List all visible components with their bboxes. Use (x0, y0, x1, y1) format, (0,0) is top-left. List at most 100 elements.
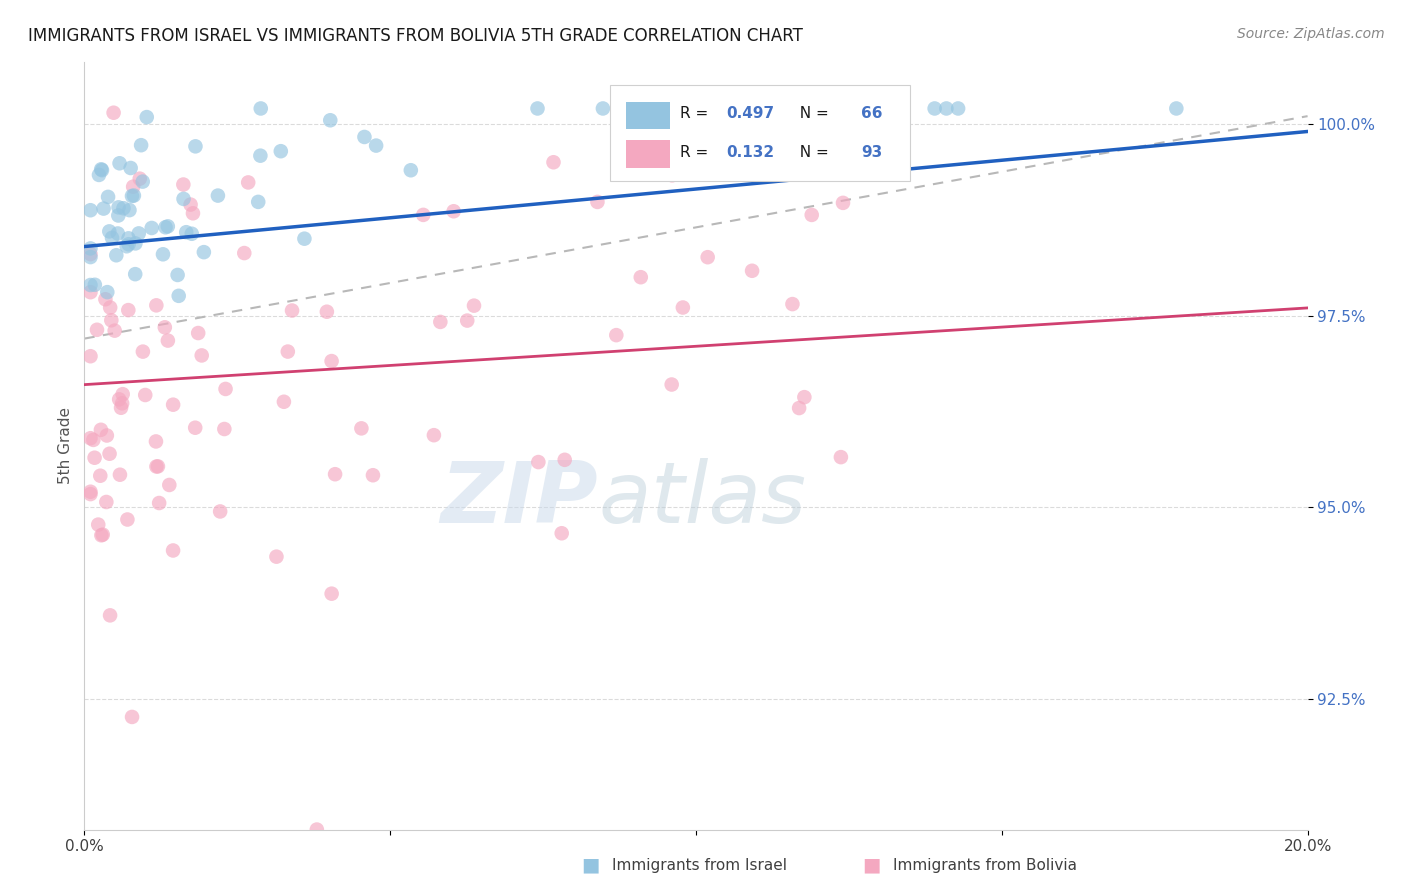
Text: atlas: atlas (598, 458, 806, 541)
Point (661, 377, 683, 392)
Point (692, 102, 714, 116)
Point (103, 105, 125, 120)
Point (83, 450, 105, 465)
Point (172, 178, 194, 192)
Point (880, 102, 903, 116)
Point (145, 434, 167, 449)
Point (100, 313, 122, 327)
Point (87, 517, 110, 532)
FancyBboxPatch shape (626, 102, 671, 129)
Point (366, 138, 388, 153)
Point (145, 298, 167, 312)
Point (97, 190, 120, 204)
Point (117, 303, 139, 318)
Point (592, 102, 614, 116)
Point (89, 468, 111, 483)
Point (108, 392, 131, 407)
Point (844, 102, 866, 116)
Point (79, 484, 101, 499)
Point (79, 487, 101, 501)
Point (91, 163, 114, 178)
Point (946, 102, 969, 116)
Point (121, 710, 143, 724)
Point (152, 247, 174, 261)
Point (783, 102, 806, 116)
Point (686, 102, 709, 116)
Point (935, 102, 957, 116)
Point (83, 277, 105, 292)
Point (456, 313, 478, 327)
Point (132, 344, 155, 359)
Point (526, 102, 548, 116)
Point (249, 102, 271, 116)
Point (321, 354, 343, 368)
Point (107, 227, 129, 241)
Point (118, 203, 141, 218)
Point (696, 250, 718, 264)
Point (132, 175, 155, 189)
Point (96, 495, 118, 509)
Point (145, 459, 167, 474)
Point (166, 268, 188, 282)
Point (793, 390, 815, 404)
Point (107, 200, 129, 214)
Text: 93: 93 (860, 145, 883, 160)
Point (117, 512, 139, 526)
Point (98, 301, 121, 315)
Point (787, 401, 810, 415)
Point (105, 248, 128, 262)
Point (148, 496, 170, 510)
Point (111, 387, 134, 401)
Point (181, 206, 204, 220)
Point (98, 608, 121, 623)
Point (399, 163, 422, 178)
Point (247, 194, 270, 209)
Point (672, 301, 695, 315)
Point (162, 398, 184, 412)
Point (463, 299, 485, 313)
Text: R =: R = (681, 145, 713, 160)
Point (146, 459, 169, 474)
Text: R =: R = (681, 106, 713, 121)
Point (1166, 102, 1188, 116)
Point (90, 528, 112, 542)
Point (543, 155, 565, 169)
Point (184, 421, 207, 435)
Point (128, 227, 150, 241)
Point (319, 113, 342, 128)
Point (270, 144, 292, 158)
Point (96, 428, 118, 442)
Point (124, 236, 146, 251)
Point (180, 227, 202, 241)
Point (111, 396, 134, 410)
Point (315, 304, 337, 318)
Text: N =: N = (790, 106, 834, 121)
Point (134, 388, 156, 402)
Point (107, 209, 129, 223)
Point (129, 138, 152, 153)
Point (443, 204, 465, 219)
Text: 0.132: 0.132 (727, 145, 775, 160)
Point (361, 468, 384, 483)
Point (305, 822, 328, 837)
Point (157, 478, 180, 492)
Point (115, 239, 138, 253)
Point (321, 587, 343, 601)
Point (79, 247, 101, 261)
Point (94, 292, 117, 306)
Point (93, 202, 115, 216)
Point (190, 348, 212, 362)
Point (108, 467, 131, 482)
Point (104, 324, 127, 338)
Point (153, 320, 176, 334)
Point (79, 203, 101, 218)
Point (91, 527, 114, 541)
Point (180, 197, 202, 211)
Point (630, 270, 652, 285)
Point (353, 130, 375, 145)
Point (209, 504, 232, 518)
Point (156, 219, 179, 234)
Point (120, 161, 142, 175)
Point (605, 328, 627, 343)
Point (187, 326, 209, 340)
